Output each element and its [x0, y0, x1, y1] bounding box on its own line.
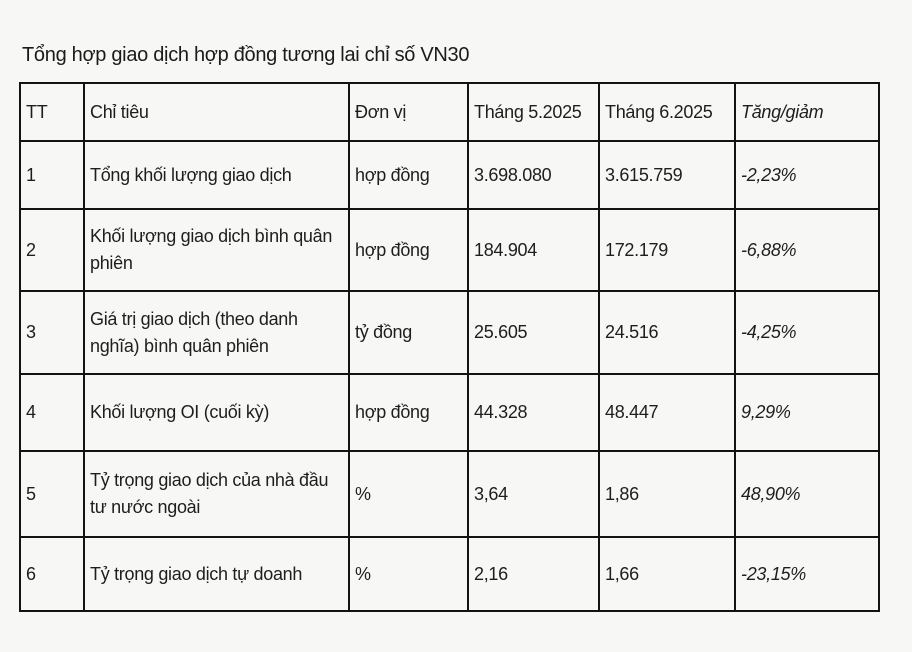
table-row: 6 Tỷ trọng giao dịch tự doanh % 2,16 1,6…	[19, 536, 880, 612]
table-row: 4 Khối lượng OI (cuối kỳ) hợp đồng 44.32…	[19, 373, 880, 452]
col-header-tang-giam: Tăng/giảm	[734, 82, 880, 142]
cell-chi-tieu: Tổng khối lượng giao dịch	[83, 140, 350, 210]
cell-don-vi: %	[348, 450, 469, 538]
col-header-don-vi: Đơn vị	[348, 82, 469, 142]
col-header-thang-6: Tháng 6.2025	[598, 82, 736, 142]
cell-chi-tieu: Tỷ trọng giao dịch của nhà đầu tư nước n…	[83, 450, 350, 538]
cell-don-vi: hợp đồng	[348, 208, 469, 292]
cell-tang-giam: -23,15%	[734, 536, 880, 612]
cell-don-vi: hợp đồng	[348, 140, 469, 210]
cell-thang-6: 172.179	[598, 208, 736, 292]
cell-tt: 2	[19, 208, 85, 292]
cell-thang-6: 1,86	[598, 450, 736, 538]
cell-thang-6: 1,66	[598, 536, 736, 612]
table-header-row: TT Chỉ tiêu Đơn vị Tháng 5.2025 Tháng 6.…	[19, 82, 880, 142]
cell-thang-5: 3,64	[467, 450, 600, 538]
col-header-thang-5: Tháng 5.2025	[467, 82, 600, 142]
cell-tt: 3	[19, 290, 85, 375]
cell-tt: 5	[19, 450, 85, 538]
col-header-tt: TT	[19, 82, 85, 142]
table-row: 1 Tổng khối lượng giao dịch hợp đồng 3.6…	[19, 140, 880, 210]
cell-tang-giam: -6,88%	[734, 208, 880, 292]
cell-tt: 6	[19, 536, 85, 612]
cell-tang-giam: 9,29%	[734, 373, 880, 452]
cell-tt: 4	[19, 373, 85, 452]
cell-chi-tieu: Giá trị giao dịch (theo danh nghĩa) bình…	[83, 290, 350, 375]
cell-thang-5: 2,16	[467, 536, 600, 612]
cell-tang-giam: -2,23%	[734, 140, 880, 210]
table-row: 3 Giá trị giao dịch (theo danh nghĩa) bì…	[19, 290, 880, 375]
col-header-chi-tieu: Chỉ tiêu	[83, 82, 350, 142]
vn30-futures-table: TT Chỉ tiêu Đơn vị Tháng 5.2025 Tháng 6.…	[19, 82, 880, 612]
cell-thang-5: 184.904	[467, 208, 600, 292]
cell-chi-tieu: Khối lượng OI (cuối kỳ)	[83, 373, 350, 452]
cell-thang-5: 3.698.080	[467, 140, 600, 210]
cell-thang-5: 44.328	[467, 373, 600, 452]
cell-tt: 1	[19, 140, 85, 210]
cell-chi-tieu: Tỷ trọng giao dịch tự doanh	[83, 536, 350, 612]
cell-tang-giam: -4,25%	[734, 290, 880, 375]
table-row: 2 Khối lượng giao dịch bình quân phiên h…	[19, 208, 880, 292]
cell-thang-5: 25.605	[467, 290, 600, 375]
cell-don-vi: tỷ đồng	[348, 290, 469, 375]
cell-tang-giam: 48,90%	[734, 450, 880, 538]
cell-thang-6: 24.516	[598, 290, 736, 375]
cell-chi-tieu: Khối lượng giao dịch bình quân phiên	[83, 208, 350, 292]
cell-don-vi: hợp đồng	[348, 373, 469, 452]
cell-thang-6: 3.615.759	[598, 140, 736, 210]
cell-don-vi: %	[348, 536, 469, 612]
page-title: Tổng hợp giao dịch hợp đồng tương lai ch…	[22, 44, 470, 66]
cell-thang-6: 48.447	[598, 373, 736, 452]
table-row: 5 Tỷ trọng giao dịch của nhà đầu tư nước…	[19, 450, 880, 538]
